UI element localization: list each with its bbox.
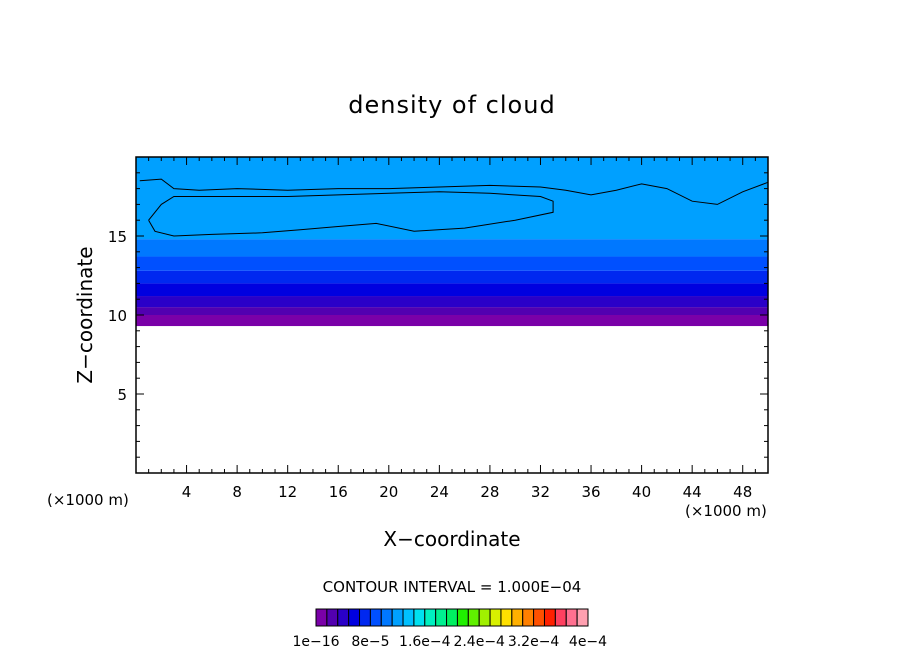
colorbar-swatch [467, 608, 480, 627]
contour-band-0 [136, 315, 768, 327]
y-axis-label: Z−coordinate [73, 246, 97, 383]
chart-title: density of cloud [348, 91, 555, 119]
colorbar-swatch [326, 608, 339, 627]
colorbar-swatch [391, 608, 404, 627]
x-tick-label: 40 [632, 483, 651, 501]
contour-fill-bands [136, 157, 768, 327]
x-tick-label: 24 [430, 483, 449, 501]
y-tick-label: 5 [117, 386, 127, 404]
x-axis-ticks: 4 8 12 16 20 24 28 32 36 40 44 48 [148, 157, 756, 501]
colorbar-swatch [380, 608, 393, 627]
x-tick-label: 44 [683, 483, 702, 501]
contour-band-7 [136, 157, 768, 240]
colorbar-label: 1.6e−4 [399, 634, 451, 650]
colorbar-label: 4e−4 [569, 634, 607, 650]
contour-interval-text: CONTOUR INTERVAL = 1.000E−04 [323, 578, 582, 596]
colorbar-swatch [522, 608, 535, 627]
colorbar-swatch [543, 608, 556, 627]
colorbar-swatch [511, 608, 524, 627]
colorbar-swatch [478, 608, 491, 627]
colorbar-swatch [435, 608, 448, 627]
x-tick-label: 20 [379, 483, 398, 501]
colorbar-label: 1e−16 [292, 634, 339, 650]
colorbar-swatch [576, 608, 589, 627]
x-tick-label: 12 [278, 483, 297, 501]
colorbar [315, 608, 589, 627]
x-tick-label: 16 [329, 483, 348, 501]
x-tick-label: 28 [480, 483, 499, 501]
x-axis-label: X−coordinate [383, 527, 520, 551]
colorbar-swatch [489, 608, 502, 627]
y-tick-label: 10 [108, 307, 127, 325]
x-unit-label-right: (×1000 m) [685, 502, 767, 520]
x-tick-label: 8 [232, 483, 242, 501]
colorbar-swatch [456, 608, 469, 627]
contour-band-2 [136, 296, 768, 308]
contour-band-5 [136, 256, 768, 271]
x-tick-label: 32 [531, 483, 550, 501]
colorbar-swatch [424, 608, 437, 627]
y-tick-label: 15 [108, 228, 127, 246]
colorbar-swatch [369, 608, 382, 627]
contour-band-1 [136, 307, 768, 315]
colorbar-swatch [533, 608, 545, 627]
contour-line-1 [148, 191, 554, 237]
colorbar-swatch [315, 608, 328, 627]
contour-band-3 [136, 283, 768, 297]
x-tick-label: 48 [733, 483, 752, 501]
contour-line-0 [139, 178, 769, 205]
colorbar-swatch [500, 608, 513, 627]
contour-band-4 [136, 270, 768, 284]
colorbar-swatch [359, 608, 371, 627]
colorbar-label: 2.4e−4 [453, 634, 505, 650]
colorbar-swatch [446, 608, 458, 627]
x-tick-label: 36 [581, 483, 600, 501]
colorbar-label: 3.2e−4 [508, 634, 560, 650]
colorbar-labels: 1e−16 8e−5 1.6e−4 2.4e−4 3.2e−4 4e−4 [292, 634, 607, 650]
colorbar-swatch [337, 608, 350, 627]
x-tick-label: 4 [182, 483, 192, 501]
colorbar-swatch [348, 608, 361, 627]
colorbar-swatch [565, 608, 578, 627]
colorbar-swatch [413, 608, 426, 627]
colorbar-label: 8e−5 [351, 634, 389, 650]
x-unit-label-left: (×1000 m) [47, 491, 129, 509]
colorbar-swatch [554, 608, 567, 627]
contour-lines [139, 178, 769, 237]
contour-band-6 [136, 239, 768, 257]
colorbar-swatch [402, 608, 415, 627]
y-axis-ticks: 5 10 15 [108, 172, 768, 458]
